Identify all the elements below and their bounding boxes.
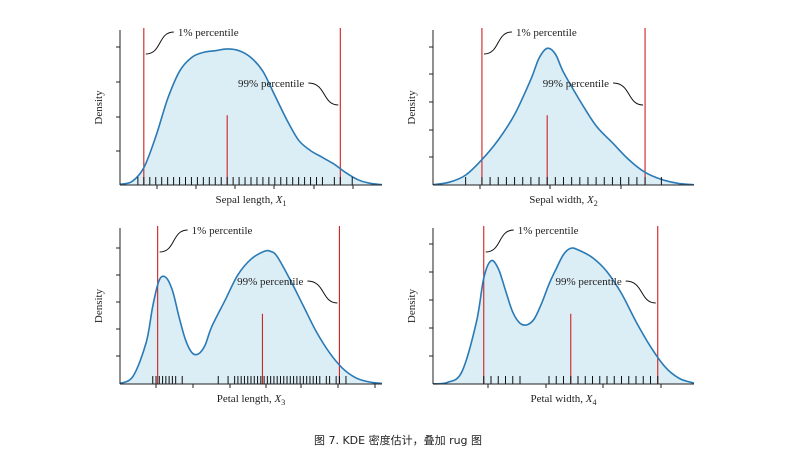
kde-curve — [119, 48, 383, 186]
kde-area — [433, 48, 694, 185]
kde-panel-2: 1% percentile 99% percentile Sepal width, … — [406, 27, 695, 208]
figure-caption: 图 7. KDE 密度估计，叠加 rug 图 — [314, 433, 482, 447]
x-axis-label: Sepal length, X1 — [216, 194, 287, 208]
x-axis-label: Petal length, X3 — [217, 393, 285, 407]
x-axis-label: Sepal width, X2 — [529, 194, 597, 208]
kde-area — [120, 48, 382, 186]
kde-area — [120, 250, 382, 384]
p1-callout — [483, 31, 512, 55]
kde-panel-3: 1% percentile 99% percentile Petal length,… — [93, 225, 383, 407]
p1-label: 1% percentile — [516, 27, 577, 39]
p99-label: 99% percentile — [238, 78, 304, 90]
kde-panel-1: 1% percentile 99% percentile Sepal length,… — [93, 27, 383, 208]
p1-callout — [145, 31, 174, 55]
p1-callout — [485, 229, 514, 253]
y-axis-label: Density — [406, 90, 418, 125]
p99-callout — [308, 82, 339, 106]
p1-label: 1% percentile — [518, 225, 579, 237]
kde-curve — [432, 247, 695, 385]
p1-label: 1% percentile — [178, 27, 239, 39]
p99-label: 99% percentile — [555, 276, 621, 288]
p99-label: 99% percentile — [237, 276, 303, 288]
x-axis-label: Petal width, X4 — [530, 393, 596, 407]
y-axis-label: Density — [93, 90, 105, 125]
kde-curve — [119, 249, 383, 385]
kde-area — [433, 247, 694, 384]
p1-callout — [159, 229, 188, 253]
p1-label: 1% percentile — [192, 225, 253, 237]
p99-callout — [307, 280, 338, 304]
y-axis-label: Density — [406, 288, 418, 323]
p99-callout — [625, 280, 656, 304]
kde-panel-4: 1% percentile 99% percentile Petal width, … — [406, 225, 695, 407]
p99-label: 99% percentile — [543, 78, 609, 90]
p99-callout — [613, 82, 644, 106]
kde-curve — [432, 47, 695, 186]
y-axis-label: Density — [93, 288, 105, 323]
